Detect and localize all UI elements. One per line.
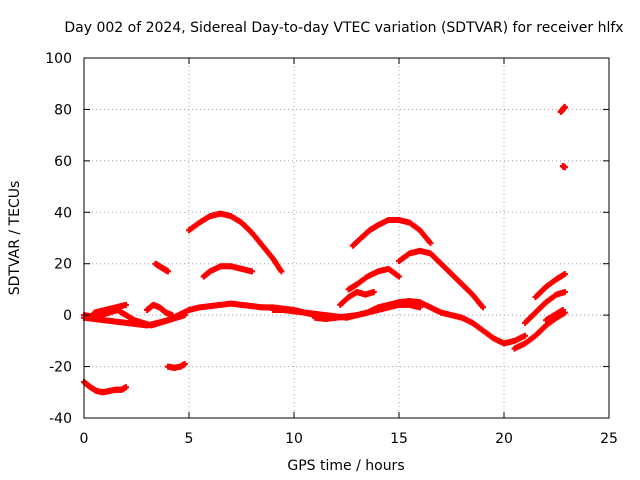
data-point [181,312,188,319]
data-point [559,307,566,313]
data-point [561,271,568,277]
data-point [561,103,568,110]
y-tick-label: 80 [54,102,72,118]
y-tick-label: -40 [49,411,72,427]
data-points [81,103,568,396]
data-point [561,289,568,295]
x-axis-label: GPS time / hours [287,458,404,474]
chart-title: Day 002 of 2024, Sidereal Day-to-day VTE… [64,20,623,36]
data-point [396,273,402,280]
y-axis-label: SDTVAR / TECUs [7,181,23,296]
axis-ticks: 0 5 10 15 20 25 -40 -20 0 20 40 60 80 100 [45,51,618,447]
grid [84,58,609,418]
data-point [427,240,434,247]
data-point [522,332,528,339]
y-tick-label: 60 [54,154,72,170]
y-tick-label: 100 [45,51,72,67]
x-tick-label: 10 [285,431,303,447]
y-tick-label: 40 [54,205,72,221]
y-tick-label: 20 [54,257,72,273]
x-tick-label: 0 [80,431,89,447]
data-point [181,361,188,367]
data-point [370,289,377,295]
y-tick-label: -20 [49,360,72,376]
data-point [123,301,129,308]
data-point [249,268,255,275]
data-point [480,304,486,311]
data-point [561,164,568,171]
data-point [123,384,129,391]
x-tick-label: 25 [600,431,618,447]
x-tick-label: 5 [185,431,194,447]
data-point [417,304,423,311]
data-point [165,268,171,275]
y-tick-label: 0 [63,308,72,324]
x-tick-label: 15 [390,431,408,447]
data-point [169,312,176,319]
x-tick-label: 20 [495,431,513,447]
plot-frame [83,57,610,419]
data-point [278,268,285,275]
